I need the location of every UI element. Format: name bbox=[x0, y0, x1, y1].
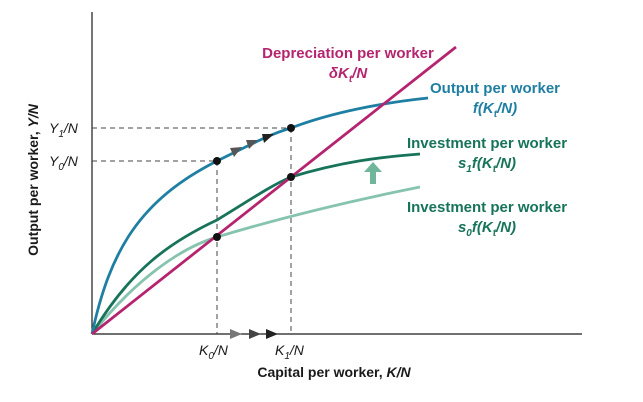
curve-arrow-2 bbox=[246, 140, 258, 149]
label-depreciation-title: Depreciation per worker bbox=[262, 45, 434, 62]
point-y0 bbox=[213, 157, 221, 165]
curve-arrows bbox=[230, 134, 274, 157]
x-axis-title: Capital per worker, K/N bbox=[257, 364, 411, 380]
axis-arrow-1 bbox=[230, 329, 242, 339]
label-investment-s1-formula: s1f(Kt/N) bbox=[458, 155, 516, 175]
curve-arrow-3 bbox=[262, 134, 274, 143]
tick-y0: Y0/N bbox=[49, 153, 79, 173]
shift-arrow-shaft bbox=[370, 171, 376, 184]
label-output-formula: f(Kt/N) bbox=[473, 100, 517, 120]
y-axis-title: Output per worker, Y/N bbox=[25, 103, 41, 256]
points bbox=[213, 124, 295, 241]
series-investment-s0 bbox=[90, 185, 421, 335]
tick-k0: K0/N bbox=[199, 342, 229, 362]
point-y1 bbox=[287, 124, 295, 132]
axis-arrows bbox=[230, 329, 278, 339]
series-output bbox=[90, 96, 429, 335]
shift-arrow bbox=[364, 162, 382, 184]
label-investment-s0-formula: s0f(Kt/N) bbox=[458, 219, 516, 239]
label-investment-s1-title: Investment per worker bbox=[407, 135, 567, 152]
series-investment-s1 bbox=[90, 152, 421, 335]
axis-arrow-3 bbox=[266, 329, 278, 339]
curve-arrow-1 bbox=[230, 147, 242, 157]
label-depreciation-formula: δKt/N bbox=[329, 65, 369, 85]
tick-y1: Y1/N bbox=[49, 120, 79, 140]
label-investment-s0-title: Investment per worker bbox=[407, 199, 567, 216]
dashed-guides bbox=[92, 127, 292, 334]
label-output-title: Output per worker bbox=[430, 80, 560, 97]
tick-k1: K1/N bbox=[275, 342, 305, 362]
point-steady-state-s0 bbox=[213, 233, 221, 241]
axis-arrow-2 bbox=[249, 329, 261, 339]
series-depreciation bbox=[91, 45, 457, 336]
shift-arrow-head bbox=[364, 162, 382, 172]
point-steady-state-s1 bbox=[287, 173, 295, 181]
